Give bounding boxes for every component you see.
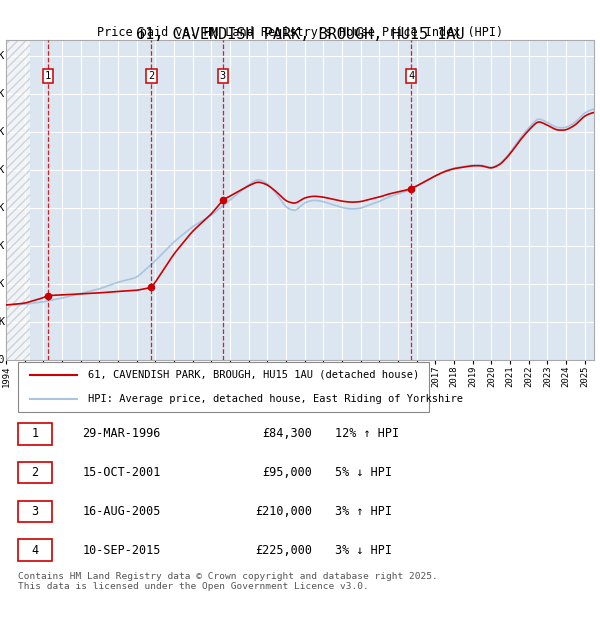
Text: 1: 1 — [31, 427, 38, 440]
Text: 1: 1 — [44, 71, 51, 81]
Text: 3: 3 — [31, 505, 38, 518]
Text: £0: £0 — [0, 355, 5, 365]
Text: 15-OCT-2001: 15-OCT-2001 — [82, 466, 161, 479]
Text: £350K: £350K — [0, 89, 5, 99]
Text: £300K: £300K — [0, 126, 5, 136]
Text: £225,000: £225,000 — [255, 544, 312, 557]
Text: 10-SEP-2015: 10-SEP-2015 — [82, 544, 161, 557]
Text: HPI: Average price, detached house, East Riding of Yorkshire: HPI: Average price, detached house, East… — [88, 394, 463, 404]
Text: 16-AUG-2005: 16-AUG-2005 — [82, 505, 161, 518]
Text: £100K: £100K — [0, 278, 5, 289]
FancyBboxPatch shape — [18, 500, 52, 523]
Text: Contains HM Land Registry data © Crown copyright and database right 2025.
This d: Contains HM Land Registry data © Crown c… — [18, 572, 437, 591]
Text: £84,300: £84,300 — [262, 427, 312, 440]
Text: 3% ↑ HPI: 3% ↑ HPI — [335, 505, 392, 518]
Text: 29-MAR-1996: 29-MAR-1996 — [82, 427, 161, 440]
Text: £250K: £250K — [0, 164, 5, 175]
Text: £200K: £200K — [0, 203, 5, 213]
FancyBboxPatch shape — [18, 423, 52, 445]
Text: 4: 4 — [31, 544, 38, 557]
Text: 3: 3 — [220, 71, 226, 81]
Text: £210,000: £210,000 — [255, 505, 312, 518]
Title: Price paid vs. HM Land Registry's House Price Index (HPI): Price paid vs. HM Land Registry's House … — [97, 26, 503, 39]
FancyBboxPatch shape — [18, 539, 52, 561]
FancyBboxPatch shape — [18, 462, 52, 484]
FancyBboxPatch shape — [18, 363, 430, 412]
Text: 4: 4 — [408, 71, 414, 81]
Text: 61, CAVENDISH PARK, BROUGH, HU15 1AU (detached house): 61, CAVENDISH PARK, BROUGH, HU15 1AU (de… — [88, 370, 419, 380]
Text: 5% ↓ HPI: 5% ↓ HPI — [335, 466, 392, 479]
Bar — [6, 40, 30, 360]
Text: 61, CAVENDISH PARK, BROUGH, HU15 1AU: 61, CAVENDISH PARK, BROUGH, HU15 1AU — [136, 27, 464, 42]
Text: 3% ↓ HPI: 3% ↓ HPI — [335, 544, 392, 557]
Text: £95,000: £95,000 — [262, 466, 312, 479]
Text: 2: 2 — [148, 71, 155, 81]
Text: 2: 2 — [31, 466, 38, 479]
Text: 12% ↑ HPI: 12% ↑ HPI — [335, 427, 400, 440]
Text: £50K: £50K — [0, 317, 5, 327]
Text: £400K: £400K — [0, 50, 5, 61]
Text: £150K: £150K — [0, 241, 5, 250]
